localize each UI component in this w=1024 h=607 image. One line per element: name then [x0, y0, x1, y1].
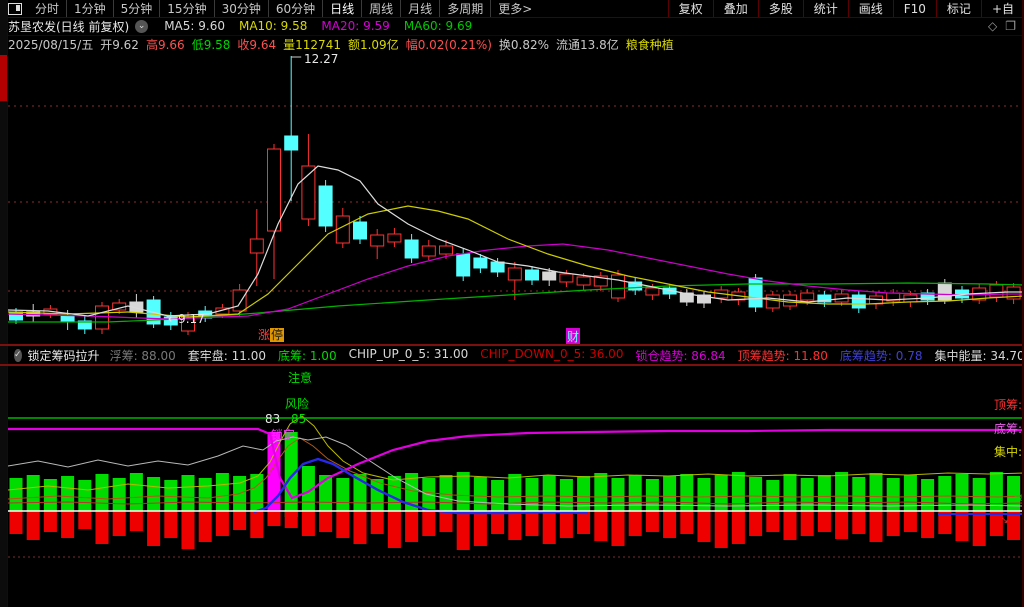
timeframe-tab-4[interactable]: 30分钟 — [213, 0, 268, 17]
indicator-field-4: CHIP_DOWN_0_5: 36.00 — [480, 346, 624, 361]
chevron-down-icon[interactable]: ⌄ — [135, 19, 149, 33]
price-label-high: 12.27 — [304, 52, 339, 66]
toolbar-buttons: 复权 叠加 多股 统计 画线 F10 标记 +自 — [667, 0, 1024, 17]
annotation-value-83: 83 — [265, 412, 281, 426]
right-window-border — [1022, 0, 1024, 607]
timeframe-tab-8[interactable]: 月线 — [400, 0, 439, 17]
indicator-fields: 浮筹: 88.00 套牢盘: 11.00 底筹: 1.00 CHIP_UP_0_5: … — [110, 347, 1024, 364]
annotation-risk: 风险 — [285, 397, 310, 411]
mark-arrow: ↘ — [1001, 516, 1009, 526]
timeframe-tab-0[interactable]: 分时 — [35, 2, 60, 16]
timeframe-tab-5[interactable]: 60分钟 — [267, 0, 322, 17]
quote-field-8: 换0.82% — [498, 38, 550, 52]
quote-field-7: 幅0.02(0.21%) — [405, 38, 492, 52]
quote-bar: 2025/08/15/五 开9.62 高9.66 低9.58 收9.64 量112741 额… — [8, 35, 1024, 54]
indicator-field-6: 顶筹趋势: 11.80 — [737, 348, 828, 363]
stock-title[interactable]: 苏垦农发(日线 前复权) — [8, 19, 130, 34]
line-label-top-chip: 顶筹: — [994, 398, 1023, 412]
timeframe-tab-2[interactable]: 5分钟 — [112, 0, 160, 17]
toolbar-button-2[interactable]: 多股 — [757, 0, 803, 17]
grid-window-icon[interactable] — [8, 2, 22, 15]
toolbar-button-5[interactable]: F10 — [892, 0, 936, 17]
quote-field-0: 2025/08/15/五 — [8, 38, 94, 52]
title-bar: 苏垦农发(日线 前复权) ⌄ MA5: 9.60 MA10: 9.58 MA20: … — [8, 17, 1024, 36]
toolbar-button-6[interactable]: 标记 — [935, 0, 981, 17]
timeframe-tab-7[interactable]: 周线 — [361, 0, 400, 17]
indicator-field-8: 集中能量: 34.70 — [934, 348, 1024, 363]
quote-field-9: 流通13.8亿 — [556, 38, 619, 52]
candlestick-chart[interactable] — [8, 54, 1024, 344]
annotation-lock: 锁定 — [271, 428, 296, 442]
toolbar-button-1[interactable]: 叠加 — [712, 0, 758, 17]
ma-value-1: MA10: 9.58 — [238, 19, 308, 33]
quote-field-6: 额1.09亿 — [347, 38, 399, 52]
timeframe-tabs: 分时 1分钟 5分钟 15分钟 30分钟 60分钟 日线 周线 月线 多周期 更多> — [28, 0, 539, 17]
limit-up-marker: 涨停 — [258, 326, 285, 343]
indicator-field-2: 底筹: 1.00 — [278, 348, 337, 363]
windows-overlap-icon[interactable]: ❐ — [1005, 19, 1016, 33]
timeframe-tab-1[interactable]: 1分钟 — [66, 0, 113, 17]
ma-value-2: MA20: 9.59 — [321, 19, 390, 33]
indicator-bar: ✓ 锁定筹码拉升 浮筹: 88.00 套牢盘: 11.00 底筹: 1.00 CHIP… — [8, 346, 1024, 364]
timeframe-tab-6[interactable]: 日线 — [322, 0, 361, 17]
limit-up-badge-char: 停 — [270, 328, 285, 342]
indicator-name[interactable]: 锁定筹码拉升 — [27, 348, 100, 363]
quote-field-5: 量112741 — [283, 38, 341, 52]
separator-line-bottom — [0, 364, 1024, 366]
separator-line-top — [0, 344, 1024, 346]
toolbar-button-0[interactable]: 复权 — [667, 0, 713, 17]
timeframe-tab-3[interactable]: 15分钟 — [159, 0, 213, 17]
mark-percent: % — [1015, 494, 1024, 504]
cai-marker: 财 — [566, 328, 581, 345]
toolbar-button-3[interactable]: 统计 — [802, 0, 848, 17]
indicator-field-1: 套牢盘: 11.00 — [187, 348, 266, 363]
main-chart[interactable]: 12.27 ←9.17 涨停 财 — [8, 52, 1024, 345]
line-label-concentration: 集中: — [994, 445, 1023, 459]
quote-field-1: 开9.62 — [100, 38, 139, 52]
indicator-field-3: CHIP_UP_0_5: 31.00 — [348, 346, 469, 361]
toolbar-button-4[interactable]: 画线 — [847, 0, 893, 17]
timeframe-tab-10[interactable]: 更多> — [490, 0, 539, 17]
ma-value-0: MA5: 9.60 — [164, 19, 225, 33]
ma-values: MA5: 9.60 MA10: 9.58 MA20: 9.59 MA60: 9.69 — [164, 19, 472, 33]
ma-value-3: MA60: 9.69 — [403, 19, 473, 33]
timeframe-tab-9[interactable]: 多周期 — [439, 0, 490, 17]
indicator-field-7: 底筹趋势: 0.78 — [839, 348, 923, 363]
indicator-panel[interactable]: 注意 风险 83 85 锁定 顶筹: 底筹: 集中: % ↘ — [8, 366, 1024, 607]
annotation-attention: 注意 — [288, 371, 313, 385]
indicator-histogram-chart[interactable] — [8, 366, 1024, 607]
quote-field-2: 高9.66 — [145, 38, 185, 52]
indicator-toggle-icon[interactable]: ✓ — [14, 348, 22, 362]
left-side-tab-strip[interactable] — [0, 0, 8, 607]
diamond-icon[interactable]: ◇ — [988, 19, 998, 33]
annotation-value-85: 85 — [291, 412, 307, 426]
left-strip-active-tab[interactable] — [0, 55, 7, 101]
quote-field-4: 收9.64 — [237, 38, 277, 52]
quote-field-10: 粮食种植 — [625, 38, 674, 52]
indicator-field-0: 浮筹: 88.00 — [109, 348, 176, 363]
line-label-bottom-chip: 底筹: — [994, 422, 1023, 436]
toolbar-button-7[interactable]: +自 — [980, 0, 1024, 17]
limit-up-char: 涨 — [258, 328, 271, 342]
indicator-field-5: 锁仓趋势: 86.84 — [635, 348, 726, 363]
quote-field-3: 低9.58 — [191, 38, 231, 52]
top-toolbar: 分时 1分钟 5分钟 15分钟 30分钟 60分钟 日线 周线 月线 多周期 更多> 复权 叠加 多股统… — [8, 0, 1024, 18]
price-label-low: ←9.17 — [168, 312, 205, 326]
